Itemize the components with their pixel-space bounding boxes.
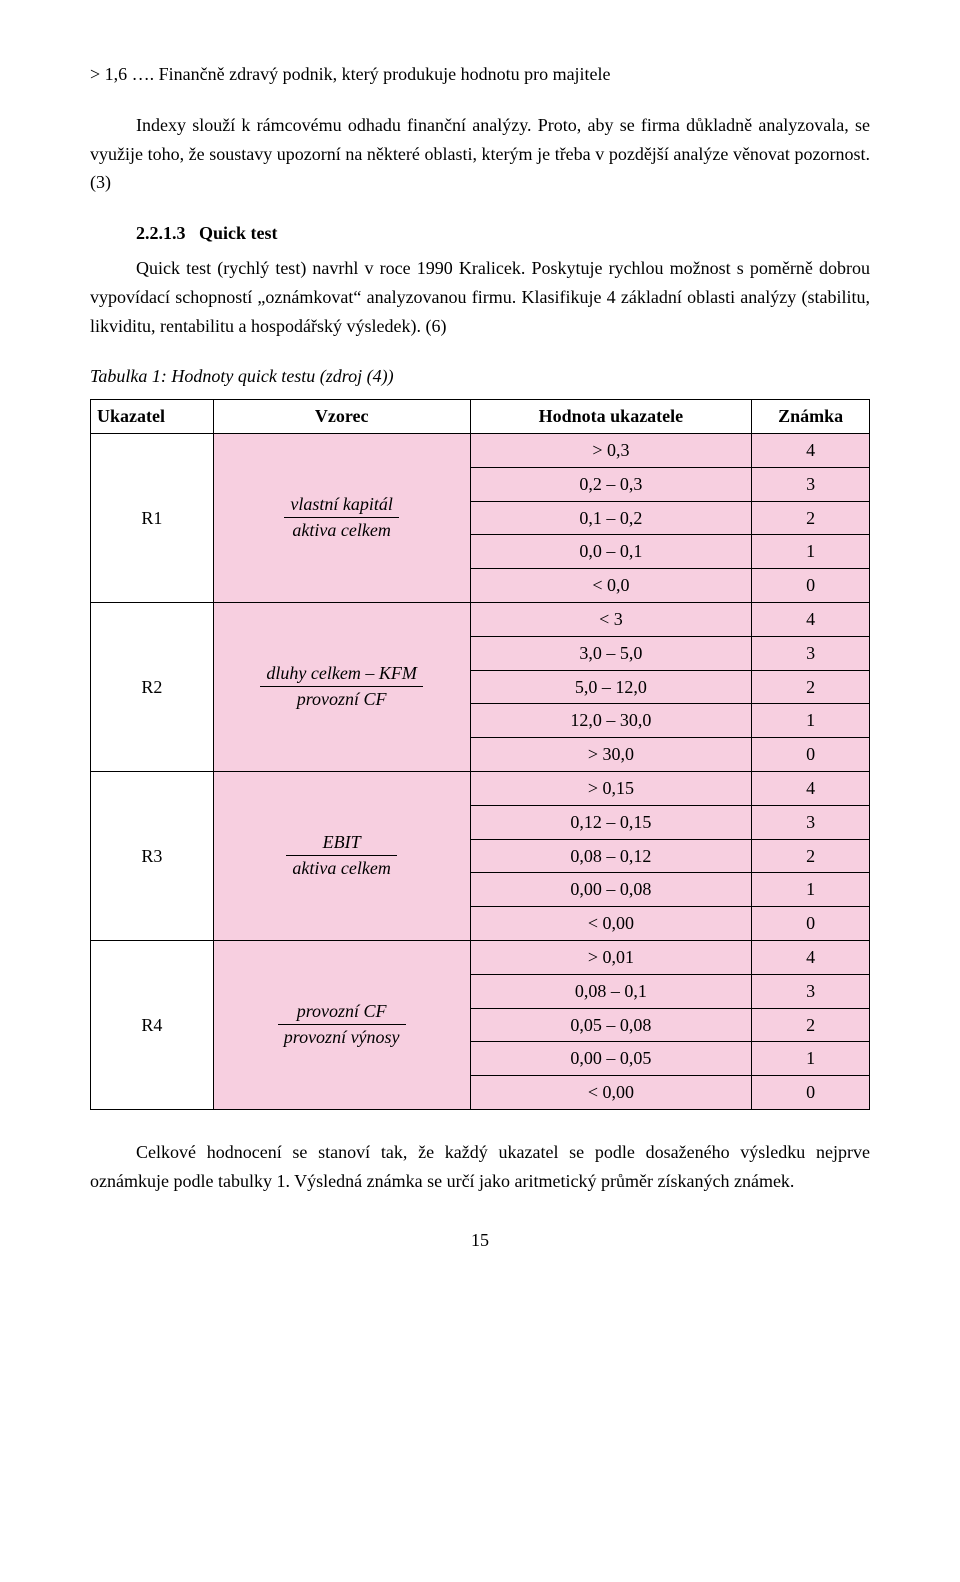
fraction-numerator: provozní CF — [278, 1001, 406, 1026]
table-caption: Tabulka 1: Hodnoty quick testu (zdroj (4… — [90, 362, 870, 391]
cell-znamka: 0 — [752, 907, 870, 941]
cell-hodnota: 12,0 – 30,0 — [470, 704, 752, 738]
cell-znamka: 4 — [752, 940, 870, 974]
col-hodnota-header: Hodnota ukazatele — [470, 400, 752, 434]
cell-znamka: 1 — [752, 535, 870, 569]
col-vzorec-header: Vzorec — [213, 400, 470, 434]
cell-hodnota: > 0,15 — [470, 771, 752, 805]
cell-hodnota: > 30,0 — [470, 738, 752, 772]
cell-hodnota: 0,00 – 0,05 — [470, 1042, 752, 1076]
cell-znamka: 1 — [752, 1042, 870, 1076]
cell-hodnota: 3,0 – 5,0 — [470, 636, 752, 670]
section-number: 2.2.1.3 — [136, 223, 186, 243]
cell-hodnota: < 0,00 — [470, 1076, 752, 1110]
cell-hodnota: < 0,0 — [470, 569, 752, 603]
cell-znamka: 3 — [752, 974, 870, 1008]
fraction-numerator: EBIT — [286, 832, 396, 857]
cell-znamka: 4 — [752, 433, 870, 467]
cell-znamka: 0 — [752, 1076, 870, 1110]
fraction-numerator: vlastní kapitál — [284, 494, 399, 519]
table-row: R3EBITaktiva celkem> 0,154 — [91, 771, 870, 805]
cell-vzorec: dluhy celkem – KFMprovozní CF — [213, 602, 470, 771]
cell-znamka: 1 — [752, 704, 870, 738]
cell-ukazatel: R3 — [91, 771, 214, 940]
section-title: Quick test — [199, 223, 278, 243]
intro-line1: > 1,6 …. Finančně zdravý podnik, který p… — [90, 60, 870, 89]
fraction-numerator: dluhy celkem – KFM — [260, 663, 422, 688]
cell-vzorec: EBITaktiva celkem — [213, 771, 470, 940]
table-row: R2dluhy celkem – KFMprovozní CF< 34 — [91, 602, 870, 636]
cell-znamka: 0 — [752, 569, 870, 603]
cell-ukazatel: R4 — [91, 940, 214, 1109]
fraction-denominator: provozní výnosy — [278, 1025, 406, 1049]
cell-znamka: 2 — [752, 1008, 870, 1042]
cell-hodnota: < 3 — [470, 602, 752, 636]
cell-znamka: 3 — [752, 467, 870, 501]
cell-znamka: 2 — [752, 670, 870, 704]
table-header-row: Ukazatel Vzorec Hodnota ukazatele Známka — [91, 400, 870, 434]
cell-hodnota: 0,00 – 0,08 — [470, 873, 752, 907]
cell-hodnota: 5,0 – 12,0 — [470, 670, 752, 704]
quick-test-table: Ukazatel Vzorec Hodnota ukazatele Známka… — [90, 399, 870, 1110]
page-number: 15 — [90, 1226, 870, 1255]
fraction-denominator: aktiva celkem — [284, 518, 399, 542]
cell-hodnota: 0,0 – 0,1 — [470, 535, 752, 569]
cell-znamka: 0 — [752, 738, 870, 772]
cell-znamka: 4 — [752, 602, 870, 636]
cell-hodnota: 0,08 – 0,12 — [470, 839, 752, 873]
cell-hodnota: < 0,00 — [470, 907, 752, 941]
cell-hodnota: 0,05 – 0,08 — [470, 1008, 752, 1042]
cell-vzorec: vlastní kapitálaktiva celkem — [213, 433, 470, 602]
table-row: R1vlastní kapitálaktiva celkem> 0,34 — [91, 433, 870, 467]
cell-znamka: 3 — [752, 636, 870, 670]
cell-vzorec: provozní CFprovozní výnosy — [213, 940, 470, 1109]
quick-test-paragraph: Quick test (rychlý test) navrhl v roce 1… — [90, 254, 870, 340]
cell-ukazatel: R1 — [91, 433, 214, 602]
closing-paragraph: Celkové hodnocení se stanoví tak, že kaž… — [90, 1138, 870, 1196]
cell-znamka: 2 — [752, 839, 870, 873]
cell-hodnota: > 0,01 — [470, 940, 752, 974]
fraction-denominator: provozní CF — [260, 687, 422, 711]
col-ukazatel-header: Ukazatel — [91, 400, 214, 434]
cell-znamka: 2 — [752, 501, 870, 535]
section-heading: 2.2.1.3 Quick test — [136, 219, 870, 248]
cell-znamka: 4 — [752, 771, 870, 805]
cell-znamka: 3 — [752, 805, 870, 839]
cell-hodnota: 0,1 – 0,2 — [470, 501, 752, 535]
cell-hodnota: 0,08 – 0,1 — [470, 974, 752, 1008]
cell-hodnota: 0,2 – 0,3 — [470, 467, 752, 501]
cell-znamka: 1 — [752, 873, 870, 907]
cell-hodnota: 0,12 – 0,15 — [470, 805, 752, 839]
intro-line2: Indexy slouží k rámcovému odhadu finančn… — [90, 111, 870, 197]
table-row: R4provozní CFprovozní výnosy> 0,014 — [91, 940, 870, 974]
cell-ukazatel: R2 — [91, 602, 214, 771]
cell-hodnota: > 0,3 — [470, 433, 752, 467]
fraction-denominator: aktiva celkem — [286, 856, 396, 880]
col-znamka-header: Známka — [752, 400, 870, 434]
